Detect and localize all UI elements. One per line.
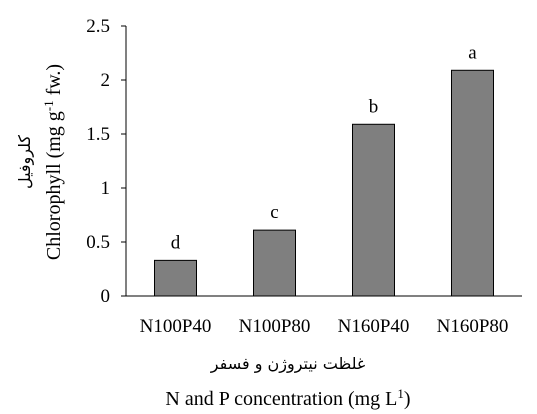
y-tick-label: 0: [101, 286, 111, 307]
y-tick-label: 0.5: [86, 232, 110, 253]
bar-significance-label: b: [369, 96, 379, 117]
bar: [352, 123, 395, 297]
y-tick-label: 2.5: [86, 16, 110, 37]
y-axis-title-en-main: Chlorophyll (mg g: [43, 111, 65, 260]
y-tick-label: 2: [101, 70, 111, 91]
y-tick-label: 1: [101, 178, 111, 199]
x-axis: N100P40 N100P80 N160P40 N160P80: [126, 295, 522, 337]
bar-significance-label: a: [468, 42, 477, 63]
y-axis-title-en-sup: -1: [41, 100, 56, 111]
x-category-label: N100P40: [140, 316, 212, 337]
y-axis-title-en-end: fw.): [43, 64, 65, 100]
x-axis-title-en-main: N and P concentration (mg L: [165, 388, 397, 410]
y-tick-label: 1.5: [86, 124, 110, 145]
bar: [253, 229, 296, 297]
bar: [154, 259, 197, 297]
y-axis: 0 0.5 1 1.5 2 2.5: [86, 16, 127, 307]
bars: d c b a: [154, 42, 494, 297]
x-axis-title-fa: غلظت نیتروژن و فسفر: [210, 354, 365, 374]
y-axis-title-en: Chlorophyll (mg g-1 fw.): [41, 64, 66, 260]
x-axis-title-en-end: ): [404, 388, 411, 410]
bar-significance-label: d: [171, 232, 181, 253]
x-category-label: N160P40: [338, 316, 410, 337]
bar-significance-label: c: [270, 202, 278, 223]
x-category-label: N100P80: [239, 316, 311, 337]
bar: [451, 69, 494, 297]
x-category-label: N160P80: [437, 316, 509, 337]
x-axis-title-en-sup: 1: [397, 386, 404, 401]
y-axis-title-fa: کلروفیل: [15, 135, 35, 189]
x-axis-title-en: N and P concentration (mg L1): [165, 386, 410, 411]
